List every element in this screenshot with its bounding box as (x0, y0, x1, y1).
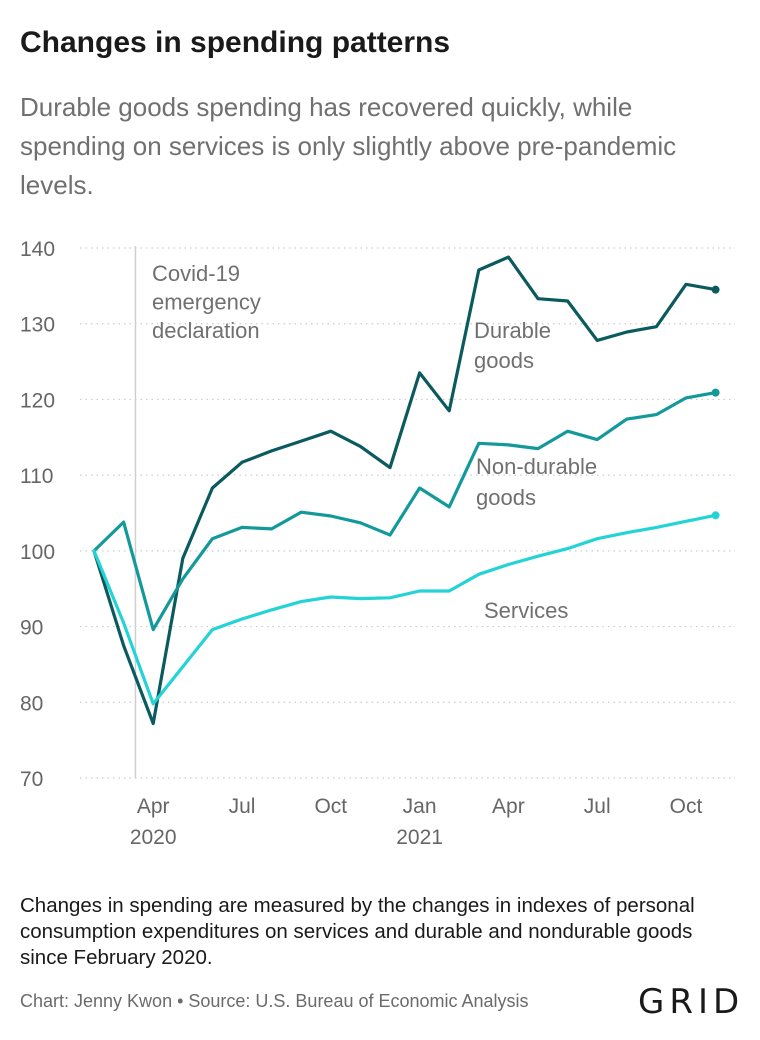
chart-credit: Chart: Jenny Kwon • Source: U.S. Bureau … (20, 991, 529, 1011)
chart-note: Changes in spending are measured by the … (20, 894, 695, 969)
x-tick-year-2020: 2020 (130, 826, 177, 849)
nondurable-series-label-line-2: goods (476, 485, 536, 510)
durable-series-label-line-2: goods (474, 348, 534, 373)
durable-series-line (92, 255, 718, 726)
grid-logo: GRID (638, 982, 745, 1022)
x-tick-label-apr-2020-04: Apr (137, 795, 170, 818)
services-series-label-line-1: Services (484, 598, 568, 623)
y-tick-label-120: 120 (20, 389, 55, 412)
nondurable-series-label-line-1: Non-durable (476, 454, 597, 479)
x-tick-label-jan-2021-01: Jan (403, 795, 437, 818)
x-tick-label-apr-2021-04: Apr (492, 795, 525, 818)
y-tick-label-70: 70 (20, 768, 43, 791)
services-series-line (92, 513, 718, 706)
x-tick-year-2021: 2021 (396, 826, 443, 849)
nondurable-series-line (92, 391, 718, 632)
x-tick-label-jul-2021-07: Jul (584, 795, 611, 818)
durable-end-point (711, 285, 720, 294)
nondurable-end-point (711, 388, 720, 397)
y-tick-label-130: 130 (20, 314, 55, 337)
y-tick-label-80: 80 (20, 692, 43, 715)
services-end-point (711, 511, 720, 520)
x-tick-label-oct-2021-10: Oct (670, 795, 703, 818)
chart-title: Changes in spending patterns (20, 26, 451, 59)
annotation-label-line-1: Covid-19 (152, 261, 240, 286)
annotation-label-line-3: declaration (152, 318, 260, 343)
y-tick-label-110: 110 (20, 465, 53, 488)
x-tick-label-oct-2020-10: Oct (314, 795, 347, 818)
line-chart: 70 80 90 100 110 120 130 140 Covid-19 emergency de… (20, 238, 735, 849)
chart-subtitle: Durable goods spending has recovered qui… (20, 92, 677, 200)
annotation-label-line-2: emergency (152, 290, 261, 315)
durable-series-label-line-1: Durable (474, 318, 551, 343)
y-tick-label-100: 100 (20, 541, 55, 564)
y-tick-label-140: 140 (20, 238, 55, 261)
x-tick-label-jul-2020-07: Jul (229, 795, 256, 818)
y-tick-label-90: 90 (20, 617, 43, 640)
